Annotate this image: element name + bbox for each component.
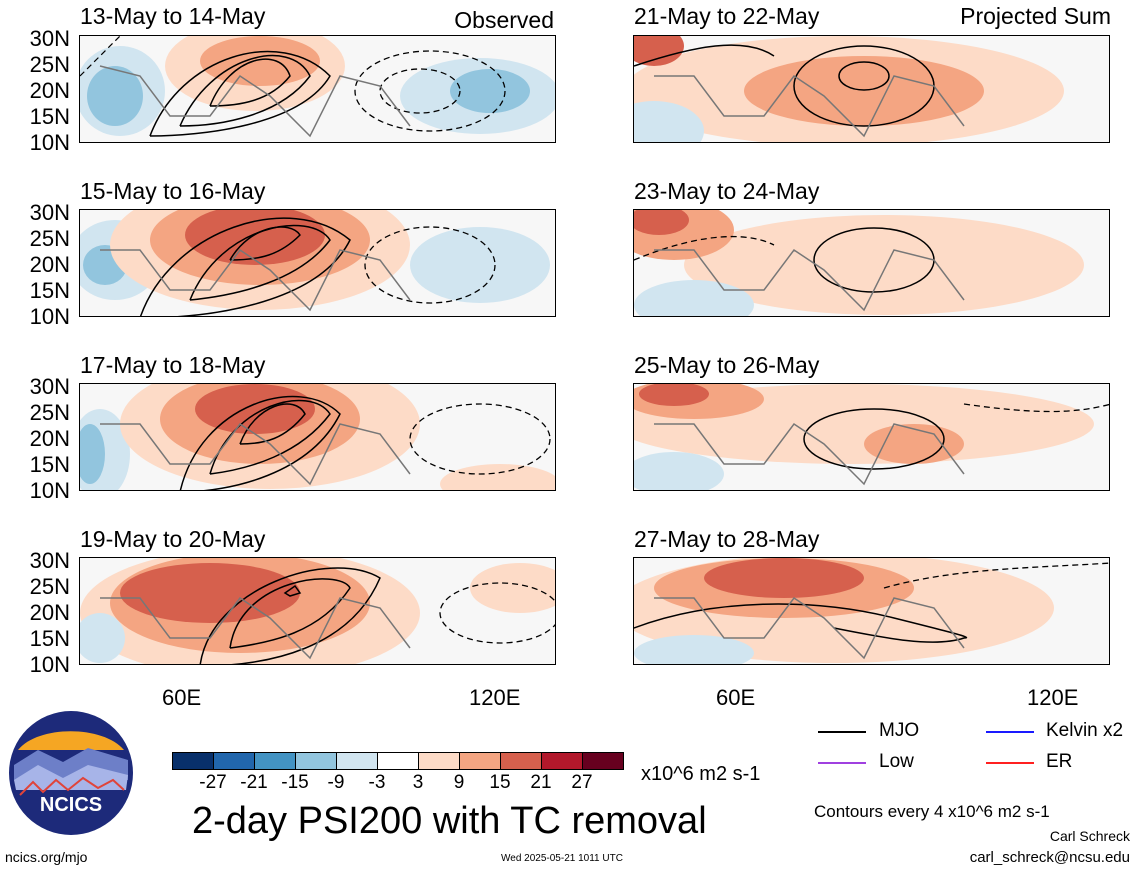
map-panel	[633, 35, 1110, 143]
panel-label-projected-sum: Projected Sum	[960, 3, 1111, 29]
colorbar-swatch	[173, 753, 214, 769]
colorbar-tick: -21	[240, 772, 268, 793]
lat-label: 10N	[29, 130, 70, 155]
map-panel	[79, 209, 556, 317]
lat-label: 10N	[29, 478, 70, 503]
lat-label: 20N	[29, 252, 70, 277]
colorbar-swatch	[460, 753, 501, 769]
panel-title: 21-May to 22-May	[634, 3, 820, 29]
colorbar-swatch	[419, 753, 460, 769]
logo-text: NCICS	[40, 794, 102, 816]
lat-label: 15N	[29, 626, 70, 651]
lat-label: 20N	[29, 78, 70, 103]
main-title: 2-day PSI200 with TC removal	[192, 800, 707, 842]
colorbar-swatch	[542, 753, 583, 769]
colorbar	[172, 752, 624, 770]
timestamp: Wed 2025-05-21 1011 UTC	[501, 853, 623, 864]
author-email[interactable]: carl_schreck@ncsu.edu	[969, 849, 1130, 866]
lat-label: 15N	[29, 104, 70, 129]
colorbar-swatch	[378, 753, 419, 769]
panel-title: 15-May to 16-May	[80, 178, 266, 204]
lat-label: 10N	[29, 652, 70, 677]
lat-label: 20N	[29, 426, 70, 451]
map-panel	[633, 557, 1110, 665]
colorbar-tick: -3	[368, 772, 386, 793]
colorbar-units: x10^6 m2 s-1	[641, 763, 761, 785]
colorbar-swatch	[337, 753, 378, 769]
lat-label: 30N	[29, 374, 70, 399]
colorbar-tick: -9	[327, 772, 345, 793]
panel-title: 27-May to 28-May	[634, 526, 820, 552]
legend-line-mjo	[818, 731, 866, 733]
lon-label: 60E	[716, 685, 756, 710]
map-panel	[79, 383, 556, 491]
colorbar-tick: 21	[530, 772, 552, 793]
panel-title: 23-May to 24-May	[634, 178, 820, 204]
legend-label-mjo: MJO	[879, 720, 920, 741]
colorbar-tick: 15	[489, 772, 511, 793]
legend-line-kelvin	[986, 731, 1034, 733]
colorbar-swatch	[296, 753, 337, 769]
lon-label: 120E	[1027, 685, 1079, 710]
lat-label: 25N	[29, 400, 70, 425]
panel-label-observed: Observed	[454, 7, 554, 33]
legend-line-low	[818, 762, 866, 764]
lat-label: 25N	[29, 574, 70, 599]
lat-label: 30N	[29, 26, 70, 51]
legend-label-low: Low	[879, 751, 914, 772]
panel-title: 25-May to 26-May	[634, 352, 820, 378]
map-panel	[633, 383, 1110, 491]
legend-line-er	[986, 762, 1034, 764]
colorbar-tick: -27	[199, 772, 227, 793]
legend-label-kelvin: Kelvin x2	[1046, 720, 1124, 741]
legend-label-er: ER	[1046, 751, 1073, 772]
map-panel	[79, 557, 556, 665]
lon-label: 120E	[469, 685, 521, 710]
colorbar-swatch	[501, 753, 542, 769]
map-panel	[79, 35, 556, 143]
colorbar-swatch	[583, 753, 623, 769]
lon-label: 60E	[162, 685, 202, 710]
lat-label: 25N	[29, 226, 70, 251]
colorbar-tick: 27	[571, 772, 593, 793]
lat-label: 10N	[29, 304, 70, 329]
lat-label: 30N	[29, 548, 70, 573]
map-panel	[633, 209, 1110, 317]
panel-title: 13-May to 14-May	[80, 3, 266, 29]
site-url[interactable]: ncics.org/mjo	[5, 849, 88, 865]
colorbar-swatch	[255, 753, 296, 769]
lat-label: 15N	[29, 452, 70, 477]
lat-label: 30N	[29, 200, 70, 225]
lat-label: 20N	[29, 600, 70, 625]
colorbar-tick: 9	[453, 772, 465, 793]
colorbar-tick: 3	[412, 772, 424, 793]
author-name: Carl Schreck	[1049, 828, 1130, 844]
ncics-logo: NCICS	[8, 710, 134, 836]
lat-label: 25N	[29, 52, 70, 77]
colorbar-swatch	[214, 753, 255, 769]
contours-note: Contours every 4 x10^6 m2 s-1	[814, 802, 1050, 821]
panel-title: 17-May to 18-May	[80, 352, 266, 378]
lat-label: 15N	[29, 278, 70, 303]
panel-title: 19-May to 20-May	[80, 526, 266, 552]
colorbar-tick: -15	[281, 772, 309, 793]
